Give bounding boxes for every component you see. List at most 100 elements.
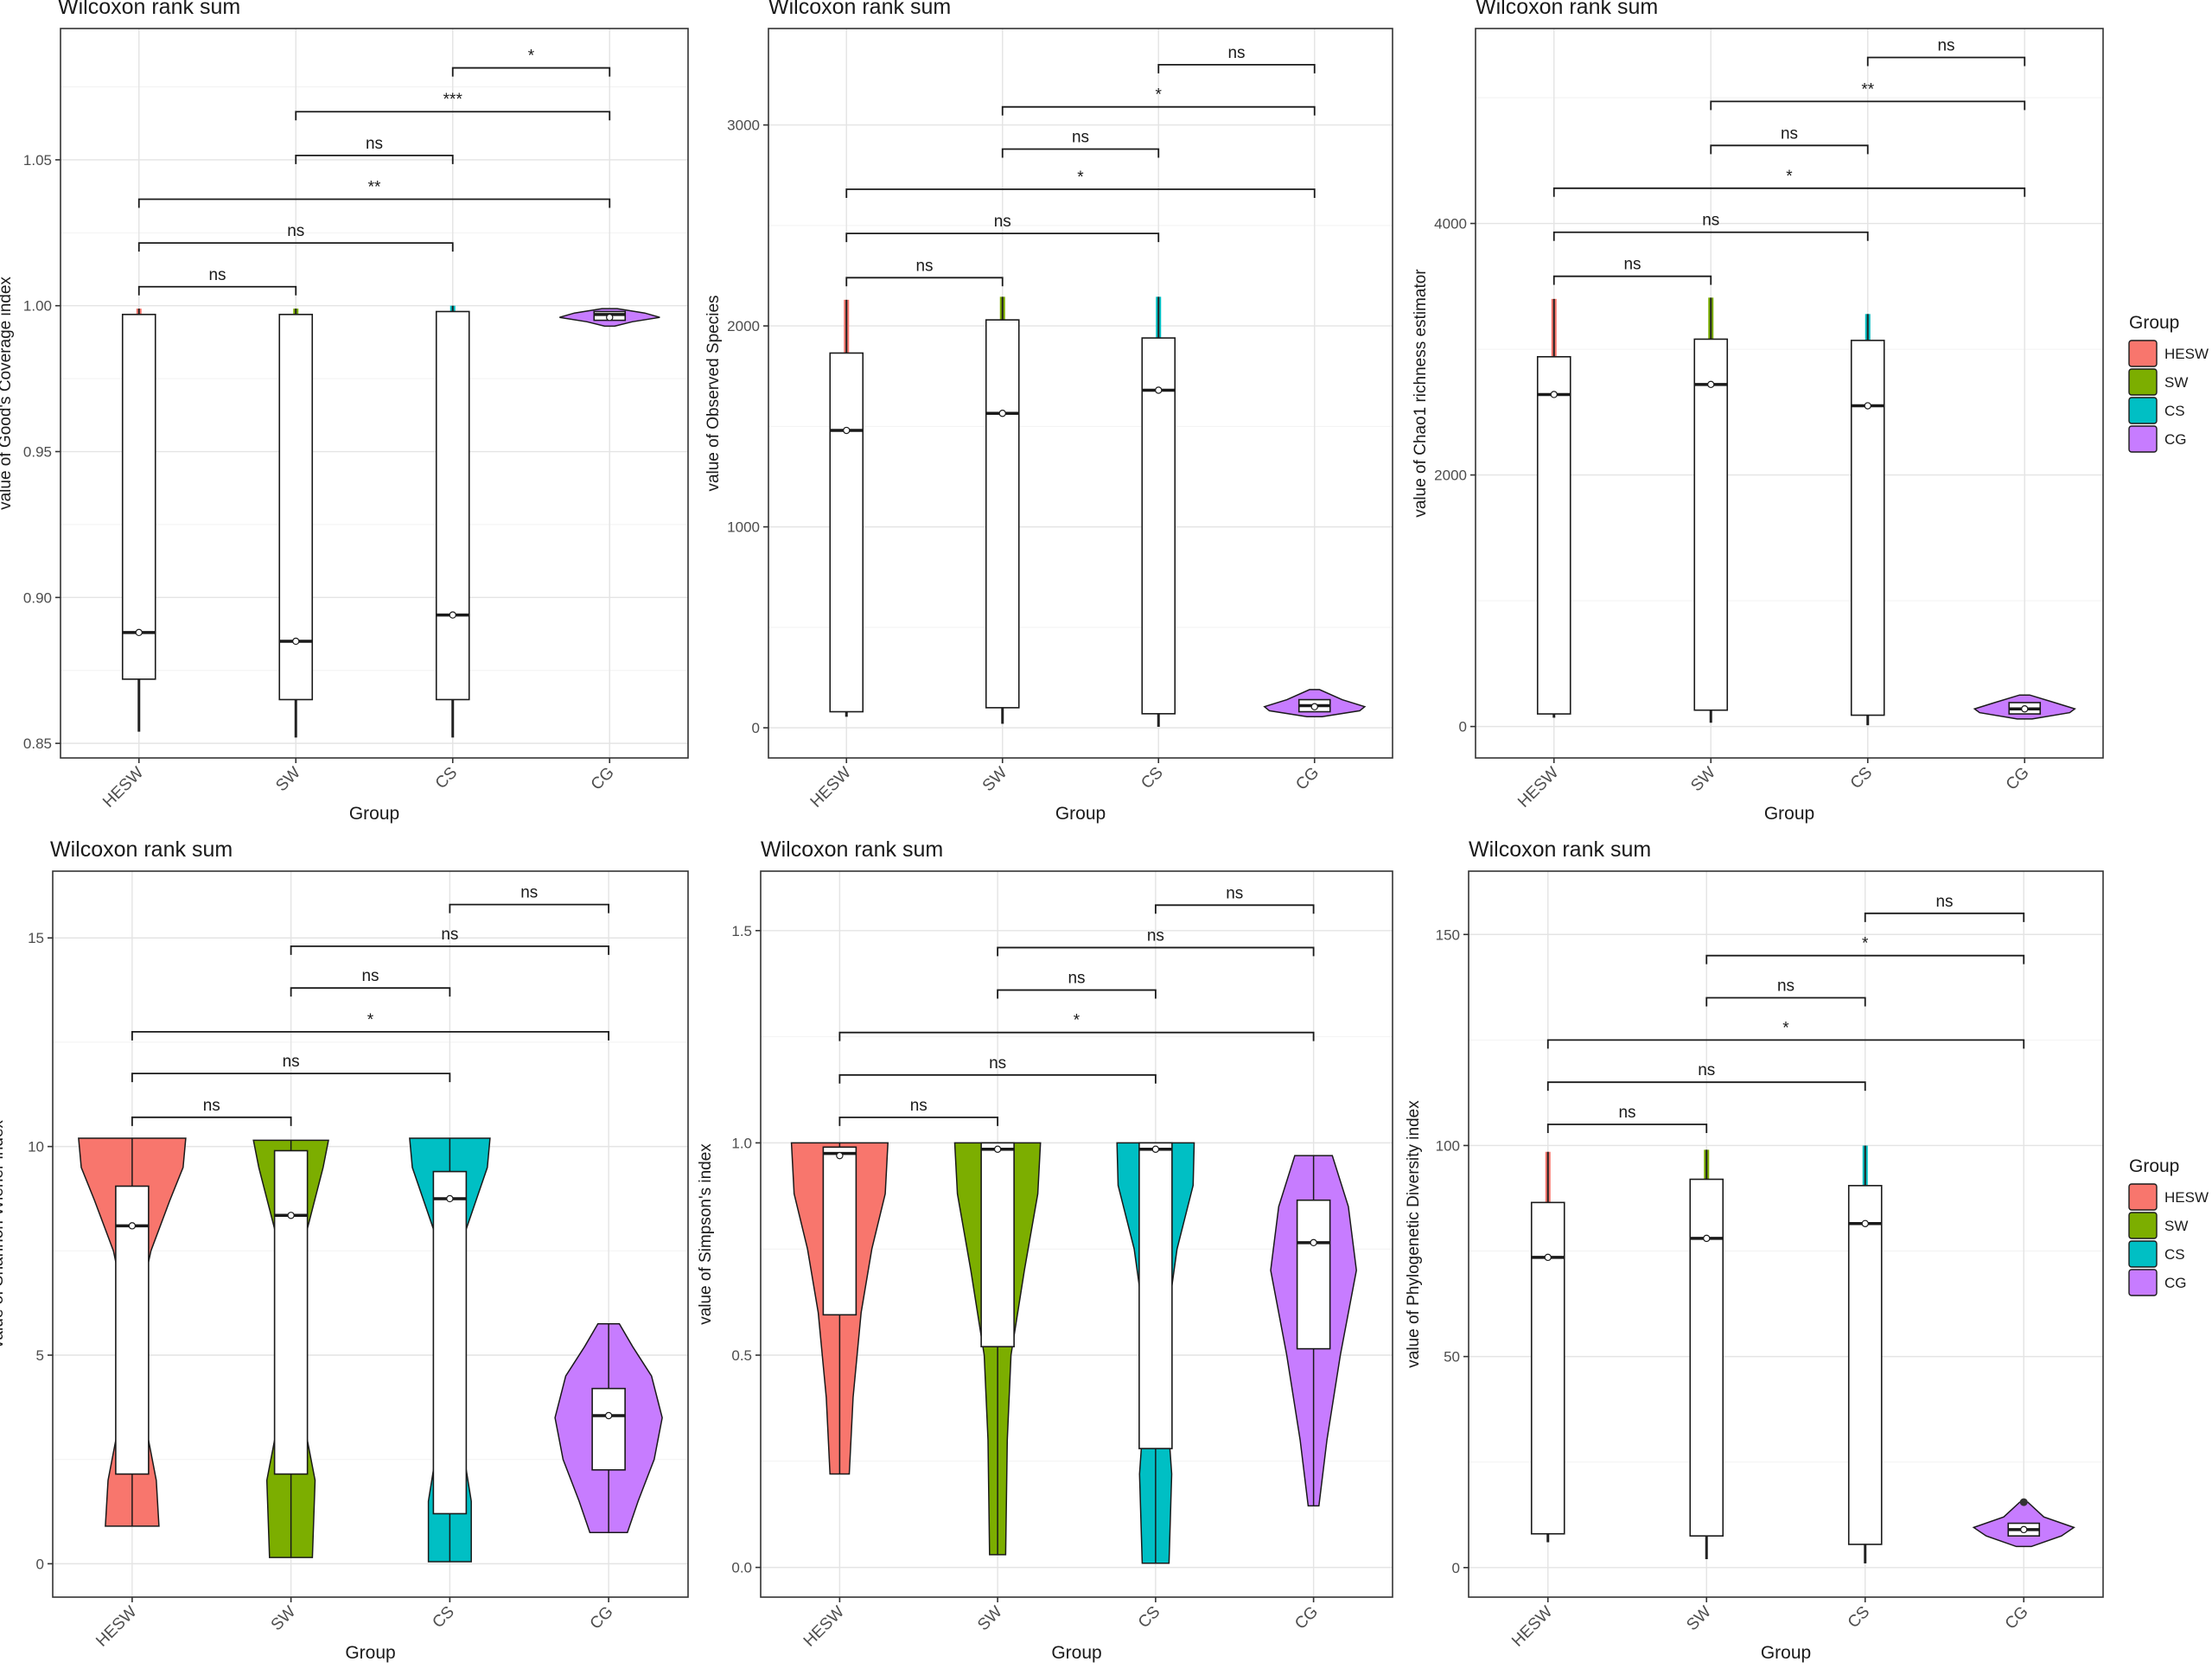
x-tick-label: HESW [1508,1603,1556,1651]
bracket-line [1705,996,1866,1007]
mean-point [836,1151,844,1160]
bracket-line [845,232,1160,243]
x-tick-label: CS [1845,1603,1874,1633]
bracket-line [1552,231,1869,241]
y-tick-label: 0 [1452,1560,1460,1576]
y-tick-label: 2000 [1434,468,1467,484]
mean-point [1861,1219,1869,1227]
box-sw [273,1149,309,1475]
box-cg [1296,1199,1331,1350]
bracket-line [1154,904,1315,914]
comparison-bracket: ns [1710,124,1869,155]
group-cs [435,305,470,738]
bracket-line [451,67,611,77]
mean-point [1550,391,1558,398]
legend-swatch-sw [2128,368,2158,396]
box-cs [435,310,470,701]
bracket-line [131,1073,451,1083]
legend-swatch-cs [2128,397,2158,424]
y-tick-label: 0.0 [731,1560,752,1576]
comparison-bracket: * [131,1011,610,1041]
y-axis-title: value of Chao1 richness estimator [1412,269,1430,518]
bracket-line [131,1116,292,1126]
legend-swatch-hesw [2128,340,2158,367]
comparison-bracket: ** [137,178,611,208]
mean-point [1703,1234,1711,1243]
plot-background [1476,29,2103,758]
y-axis-title: value of Simpson's index [697,1143,715,1325]
x-tick-label: HESW [800,1603,848,1651]
bracket-line [838,1117,999,1126]
mean-point [135,628,143,637]
significance-label: ns [989,1054,1006,1073]
bracket-line [845,277,1004,287]
comparison-bracket: * [1705,935,2025,965]
legend-label: HESW [2164,1189,2209,1206]
mean-point [1310,703,1318,710]
legend-title: Group [2129,1156,2179,1176]
comparison-bracket: ns [1864,893,2025,922]
significance-label: ns [441,926,458,944]
outlier-point [2019,1498,2028,1506]
box-sw [980,1142,1015,1347]
y-axis-title: value of Good's Coverage index [0,277,15,510]
legend-swatch-cg [2128,425,2158,453]
significance-label: * [367,1011,374,1029]
bracket-line [1866,56,2026,67]
box-hesw [115,1185,150,1475]
significance-label: * [528,48,535,66]
group-hesw [78,1137,187,1527]
significance-label: ns [203,1097,220,1115]
legend-label: SW [2164,374,2188,391]
bracket-line [845,188,1316,199]
x-tick-label: CG [2002,1603,2032,1633]
y-tick-label: 5 [36,1347,44,1364]
mean-point [998,410,1006,417]
box-cs [1847,1185,1883,1545]
comparison-bracket: ns [845,257,1004,287]
x-tick-label: SW [1683,1603,1715,1635]
y-tick-label: 1.05 [23,152,52,169]
bracket-line [1552,187,2026,197]
comparison-bracket: ** [1710,80,2026,111]
comparison-bracket: ns [1866,36,2026,67]
box-cs [1850,340,1885,716]
y-tick-label: 3000 [727,118,760,134]
significance-label: ns [283,1053,300,1071]
group-cs [1141,296,1176,727]
panel-3: ns ns * ns ** ns 0 2000 4000 HESW SW CS CG Group value… [1412,0,2209,824]
y-tick-label: 50 [1444,1349,1460,1366]
box-cs [432,1170,468,1515]
panel-2: ns ns * ns * ns 0 1000 2000 3000 HESW SW CS CG Group va… [704,0,1393,824]
x-tick-label: CS [1135,1603,1164,1633]
significance-label: ns [366,135,383,153]
significance-label: ns [1147,926,1164,945]
significance-label: ns [208,266,226,284]
bracket-line [295,111,611,121]
y-tick-label: 1000 [727,519,760,536]
group-hesw [829,299,864,717]
bracket-line [1705,954,2025,965]
significance-label: ns [1068,970,1085,988]
comparison-bracket: ns [1154,884,1315,914]
significance-label: ns [1623,256,1641,274]
x-tick-label: CG [587,1603,617,1633]
y-tick-label: 0 [1459,719,1467,735]
panel-title: Wilcoxon rank sum [768,0,951,19]
box-cs [1138,1142,1173,1449]
significance-label: *** [443,91,463,109]
significance-label: * [1786,168,1793,186]
bracket-line [838,1073,1157,1084]
box-cg [591,1387,626,1471]
plot-background [1469,871,2103,1597]
comparison-bracket: ns [137,266,297,296]
bracket-line [295,154,454,164]
group-cs [1116,1142,1195,1564]
legend-swatch-hesw [2128,1183,2158,1211]
plot-border [52,870,689,1598]
y-tick-label: 10 [28,1139,44,1156]
box-sw [985,319,1020,709]
significance-label: * [1782,1019,1789,1037]
x-axis-title: Group [1055,804,1106,824]
comparison-bracket: ns [449,884,610,914]
